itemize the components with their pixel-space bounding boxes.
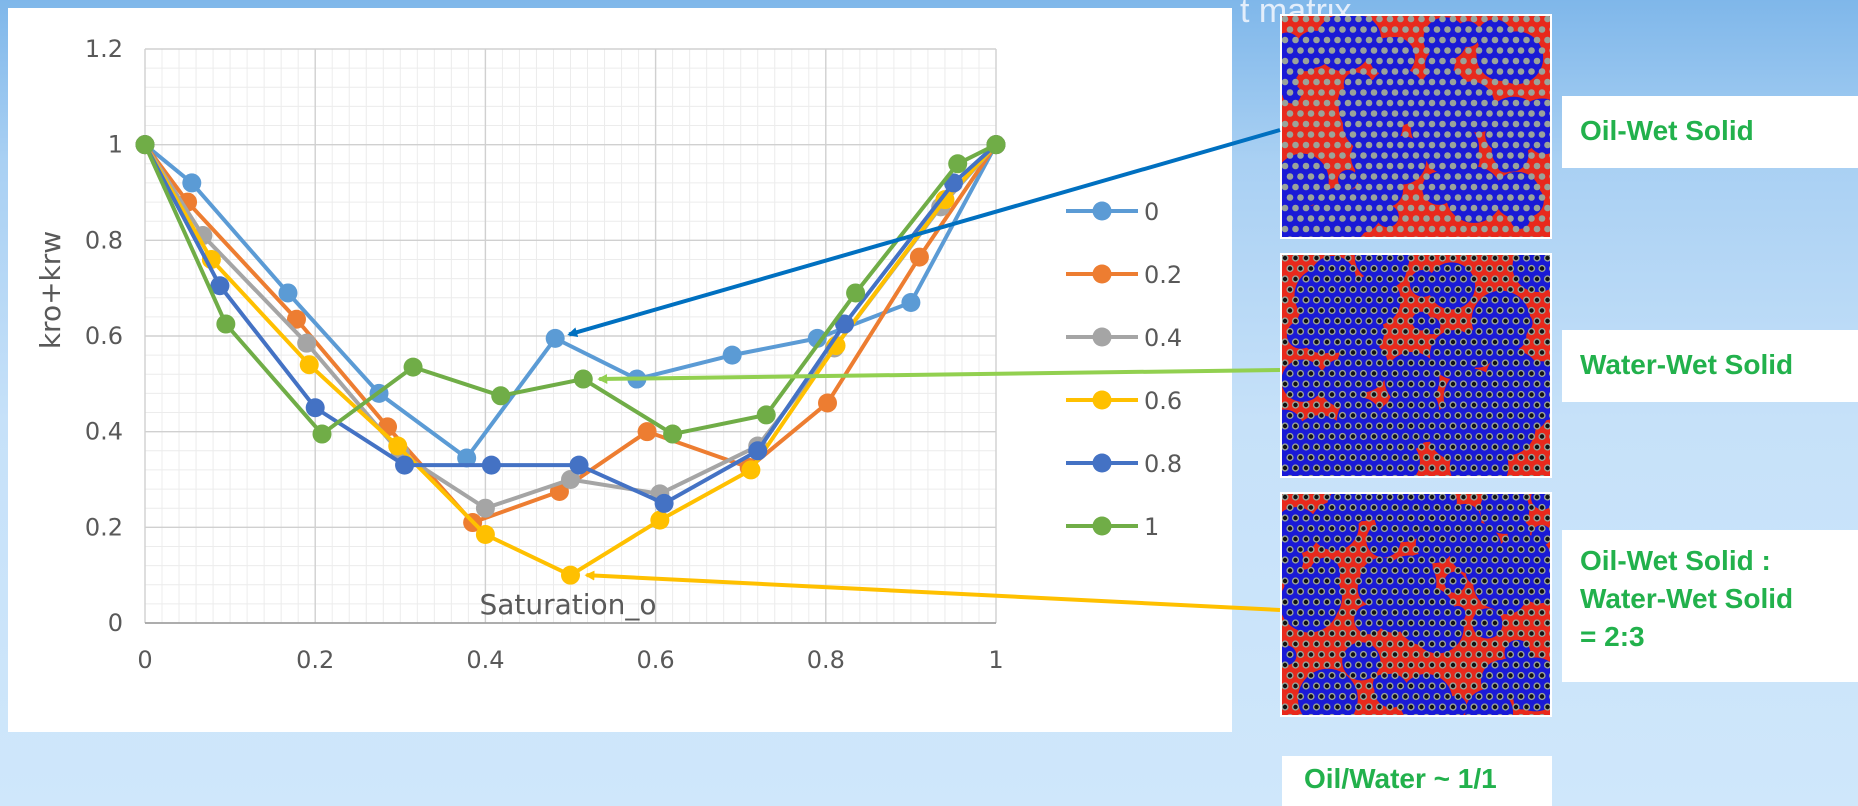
legend-entry: 0.2: [1066, 261, 1182, 289]
data-point: [475, 498, 495, 518]
label-mixed-line-3: = 2:3: [1580, 621, 1645, 652]
legend-marker: [1092, 516, 1112, 536]
legend-marker: [1092, 327, 1112, 347]
data-point: [475, 525, 495, 545]
y-tick-label: 0.4: [85, 418, 123, 446]
data-point: [403, 357, 423, 377]
x-tick-label: 1: [988, 646, 1003, 674]
data-point: [722, 345, 742, 365]
x-tick-label: 0.8: [807, 646, 845, 674]
data-point: [748, 441, 768, 461]
data-point: [395, 455, 415, 475]
simulation-water-wet-image: [1280, 253, 1552, 478]
data-point: [741, 460, 761, 480]
data-point: [846, 283, 866, 303]
data-point: [627, 369, 647, 389]
chart-ticks: 0 0.2 0.4 0.6 0.8 1 0 0.2 0.4 0.6 0.8 1 1.2: [85, 35, 1004, 674]
data-point: [491, 386, 511, 406]
data-point: [650, 510, 670, 530]
legend-label: 0.2: [1144, 261, 1182, 289]
y-axis-title: kro+krw: [34, 231, 67, 349]
legend-label: 0.8: [1144, 450, 1182, 478]
chart-panel: 0 0.2 0.4 0.6 0.8 1 0 0.2 0.4 0.6 0.8 1 1.2 0 0.2 0.4 0…: [8, 8, 1232, 732]
legend-marker: [1092, 264, 1112, 284]
chart-legend: 0 0.2 0.4 0.6 0.8 1: [1066, 198, 1182, 541]
data-point: [756, 405, 776, 425]
legend-marker: [1092, 453, 1112, 473]
simulation-mixed-image: [1280, 492, 1552, 717]
chart: 0 0.2 0.4 0.6 0.8 100.20.40.60.811.2 00.20.40…: [34, 35, 1182, 674]
data-point: [545, 328, 565, 348]
data-point: [909, 247, 929, 267]
x-tick-label: 0.4: [466, 646, 504, 674]
legend-entry: 0: [1066, 198, 1159, 226]
data-point: [182, 173, 202, 193]
x-axis-title: Saturation_o: [479, 588, 656, 621]
y-tick-label: 0: [108, 609, 123, 637]
data-point: [569, 455, 589, 475]
data-point: [305, 398, 325, 418]
legend-entry: 0.4: [1066, 324, 1182, 352]
label-ratio: Oil/Water ~ 1/1: [1282, 756, 1552, 806]
data-point: [286, 309, 306, 329]
legend-label: 1: [1144, 513, 1159, 541]
legend-entry: 1: [1066, 513, 1159, 541]
data-point: [573, 369, 593, 389]
y-tick-label: 1: [108, 131, 123, 159]
label-water-wet: Water-Wet Solid: [1562, 330, 1858, 402]
data-point: [986, 135, 1006, 155]
data-point: [637, 422, 657, 442]
x-tick-label: 0.2: [296, 646, 334, 674]
label-mixed-line-1: Oil-Wet Solid :: [1580, 545, 1771, 576]
data-point: [297, 333, 317, 353]
label-oil-wet: Oil-Wet Solid: [1562, 96, 1858, 168]
data-point: [481, 455, 501, 475]
data-point: [278, 283, 298, 303]
simulation-oil-wet-image: [1280, 14, 1552, 239]
x-tick-label: 0: [137, 646, 152, 674]
data-point: [948, 154, 968, 174]
legend-marker: [1092, 201, 1112, 221]
data-point: [135, 135, 155, 155]
y-tick-label: 0.6: [85, 322, 123, 350]
label-oil-wet-text: Oil-Wet Solid: [1580, 115, 1754, 146]
data-point: [378, 417, 398, 437]
simulation-mixed-icon: [1282, 494, 1550, 715]
label-mixed-line-2: Water-Wet Solid: [1580, 583, 1794, 614]
legend-label: 0.4: [1144, 324, 1182, 352]
legend-label: 0: [1144, 198, 1159, 226]
data-point: [654, 493, 674, 513]
legend-entry: 0.6: [1066, 387, 1182, 415]
data-point: [561, 470, 580, 489]
data-point: [312, 424, 332, 444]
data-point: [210, 276, 230, 296]
legend-label: 0.6: [1144, 387, 1182, 415]
label-water-wet-text: Water-Wet Solid: [1580, 349, 1794, 380]
y-tick-label: 1.2: [85, 35, 123, 63]
data-point: [663, 424, 683, 444]
data-point: [388, 436, 408, 456]
y-tick-label: 0.8: [85, 226, 123, 254]
legend-marker: [1092, 390, 1112, 410]
x-tick-label: 0.6: [637, 646, 675, 674]
simulation-water-wet-icon: [1282, 255, 1550, 476]
data-point: [457, 448, 477, 468]
y-tick-label: 0.2: [85, 513, 123, 541]
simulation-oil-wet-icon: [1282, 16, 1550, 237]
label-mixed: Oil-Wet Solid : Water-Wet Solid = 2:3: [1562, 530, 1858, 682]
legend-entry: 0.8: [1066, 450, 1182, 478]
data-point: [901, 293, 921, 313]
data-point: [818, 393, 838, 413]
data-point: [299, 355, 319, 375]
label-ratio-text: Oil/Water ~ 1/1: [1304, 763, 1497, 794]
data-point: [216, 314, 236, 334]
data-point: [561, 565, 580, 585]
